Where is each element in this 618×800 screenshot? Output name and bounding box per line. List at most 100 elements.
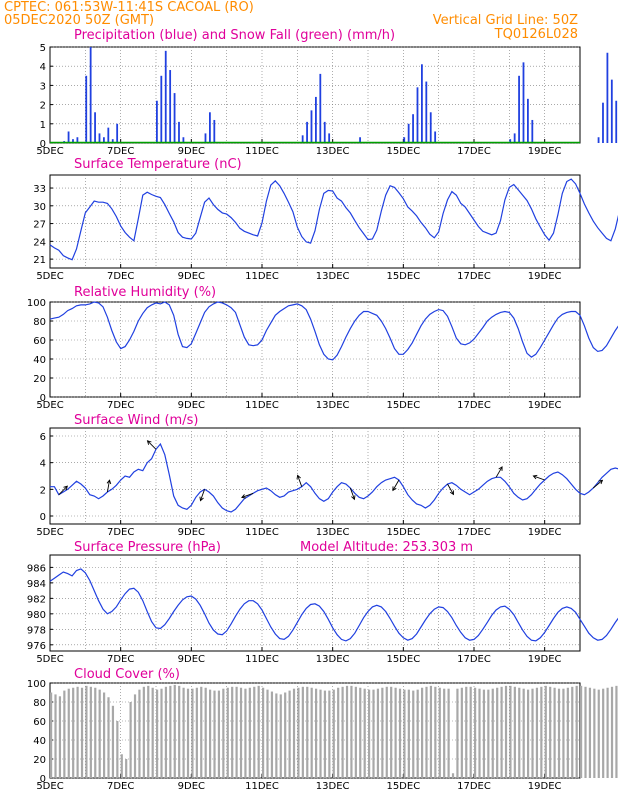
cloud-bar [562,688,565,778]
precip-bar [421,64,423,143]
cloud-bar [107,697,110,778]
precip-bar [94,112,96,143]
y-tick-label: 982 [27,594,46,605]
cloud-bar [80,687,84,778]
cloud-bar [200,686,203,778]
y-tick-label: 5 [40,43,46,54]
cloud-bar [319,689,322,778]
cloud-bar [575,685,578,778]
plot-temperature: 21 24 27 30 33 5DEC 7DEC 9DEC 11DEC 13DEC 15DEC 17D… [33,174,618,282]
x-tick-label: 19DEC [528,400,562,411]
cloud-bar [337,687,340,778]
precip-bar [513,133,516,143]
wind-arrow [106,480,110,493]
precip-bar [182,137,185,143]
cloud-bar [566,687,569,778]
cloud-bar [518,687,521,778]
plot-frame [49,427,581,525]
wind-arrow-head [351,495,356,501]
cloud-bar [89,686,92,778]
x-tick-label: 17DEC [457,400,491,411]
plot-precip: 0 1 2 3 4 5 5DEC 7DEC 9DEC 11DEC 13DEC 15DEC 17DEC 19… [36,43,618,157]
precip-bar [98,133,101,143]
y-tick-label: 21 [33,255,46,266]
y-tick-label: 978 [27,625,46,636]
cloud-bar [125,759,128,778]
precip-bar [606,52,609,144]
cloud-bar [504,685,508,778]
precip-bar [306,121,308,143]
precip-bar [615,100,618,143]
cloud-bar [394,687,397,778]
cloud-bar [460,687,463,778]
wind-arrow [200,489,206,501]
precip-bar [323,121,326,143]
precip-bar [434,131,437,143]
cloud-bar [359,687,362,778]
y-tick-label: 20 [33,374,46,385]
x-tick-label: 15DEC [386,527,420,538]
precip-bar [169,70,172,143]
cloud-bar [416,689,419,778]
x-tick-label: 7DEC [107,654,134,665]
cloud-bar [209,689,212,778]
cloud-bar [509,685,512,778]
wind-arrow-head [146,440,152,445]
cloud-bar [85,685,88,778]
cloud-bar [376,688,380,778]
cloud-bar [63,690,66,778]
cloud-bar [182,687,185,778]
cloud-bar [398,688,402,778]
cloud-bar [266,689,269,778]
cloud-bar [522,688,525,778]
cloud-bar [213,690,216,778]
cloud-bar [584,686,587,778]
precip-bar [522,62,525,143]
precip-bar [76,137,79,143]
x-tick-label: 5DEC [36,654,63,665]
wind-arrow-head [449,490,454,496]
cloud-bar [306,686,309,778]
x-tick-label: 19DEC [528,781,562,792]
x-tick-label: 5DEC [36,271,63,282]
cloud-bar [164,686,168,778]
cloud-bar [593,688,596,778]
cloud-bar [549,686,552,778]
precip-bar [111,139,114,143]
cloud-bar [58,696,62,778]
cloud-bar [72,687,75,778]
cloud-bar [421,687,424,778]
x-tick-label: 13DEC [316,146,350,157]
y-tick-label: 30 [33,202,46,213]
precip-bar [315,96,317,143]
cloud-bar [465,686,468,778]
cloud-bar [354,686,357,778]
cloud-bar [372,689,375,778]
precip-bar [310,110,313,143]
plot-cloud: 0 20 40 60 80 100 5DEC 7DEC 9DEC 11DEC 13DEC 15DEC 1… [27,679,618,792]
cloud-bar [116,721,119,778]
x-tick-label: 17DEC [457,271,491,282]
cloud-bar [610,686,614,778]
precip-bar [204,133,207,143]
plot-frame [49,554,581,652]
precip-bar [359,137,361,143]
wind-arrow-head [296,474,301,480]
y-tick-label: 100 [27,679,46,690]
cloud-bar [138,689,141,778]
cloud-bar [173,684,176,778]
plot-frame [49,301,581,398]
x-tick-label: 5DEC [36,527,63,538]
x-tick-label: 7DEC [107,146,134,157]
wind-arrow [147,440,157,450]
cloud-bar [248,687,251,778]
cloud-bar [226,687,229,778]
wind-arrow [392,479,400,491]
cloud-bar [527,689,530,778]
x-tick-label: 15DEC [386,781,420,792]
cloud-bar [350,685,353,778]
x-tick-label: 13DEC [316,271,350,282]
y-tick-label: 4 [40,459,46,470]
cloud-bar [142,686,145,778]
cloud-bar [381,687,384,778]
